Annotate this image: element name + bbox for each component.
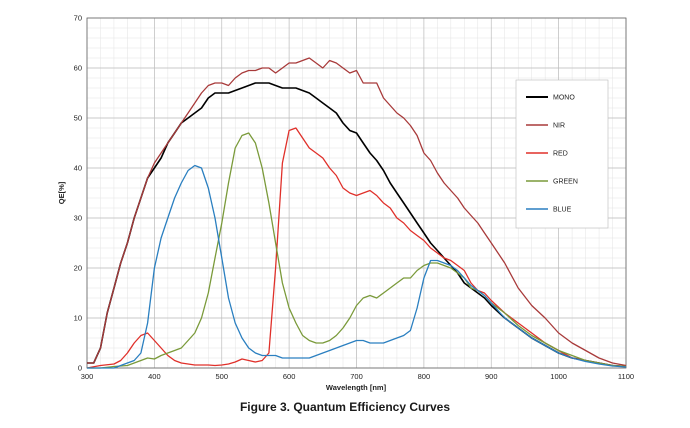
series-line-nir [87, 57, 627, 367]
x-tick-label: 700 [350, 372, 363, 381]
figure-caption: Figure 3. Quantum Efficiency Curves [239, 400, 451, 414]
y-axis-title: QE[%] [57, 181, 66, 204]
legend-label-blue: BLUE [553, 207, 572, 214]
x-tick-label: 600 [283, 372, 296, 381]
y-tick-labels: 0 10 20 30 40 50 60 70 [74, 14, 82, 373]
y-tick-label: 50 [74, 114, 82, 123]
x-tick-label: 500 [215, 372, 228, 381]
legend-label-red: RED [553, 151, 568, 158]
y-tick-label: 70 [74, 14, 82, 23]
x-tick-label: 1000 [550, 372, 567, 381]
series-lines [86, 57, 627, 369]
y-tick-label: 10 [74, 314, 82, 323]
x-tick-labels: 300 400 500 600 700 800 900 1000 1100 [81, 372, 634, 381]
legend: MONO NIR RED GREEN BLUE [515, 79, 609, 229]
legend-label-mono: MONO [553, 95, 575, 102]
y-tick-label: 0 [78, 364, 82, 373]
y-tick-label: 60 [74, 64, 82, 73]
x-tick-label: 300 [81, 372, 94, 381]
qe-chart: 300 400 500 600 700 800 900 1000 1100 0 10 20 30 40 5… [57, 14, 634, 393]
legend-label-green: GREEN [553, 179, 578, 186]
legend-label-nir: NIR [553, 123, 565, 130]
x-tick-label: 1100 [618, 372, 634, 381]
legend-box [515, 79, 609, 229]
x-axis-title: Wavelength [nm] [326, 383, 387, 392]
series-line-red [86, 127, 627, 369]
plot-frame [86, 17, 627, 369]
x-tick-label: 800 [418, 372, 431, 381]
y-tick-label: 40 [74, 164, 82, 173]
x-tick-label: 900 [485, 372, 498, 381]
series-line-blue [87, 164, 627, 369]
series-line-mono [87, 82, 627, 368]
x-tick-label: 400 [148, 372, 161, 381]
y-tick-label: 20 [74, 264, 82, 273]
y-tick-label: 30 [74, 214, 82, 223]
